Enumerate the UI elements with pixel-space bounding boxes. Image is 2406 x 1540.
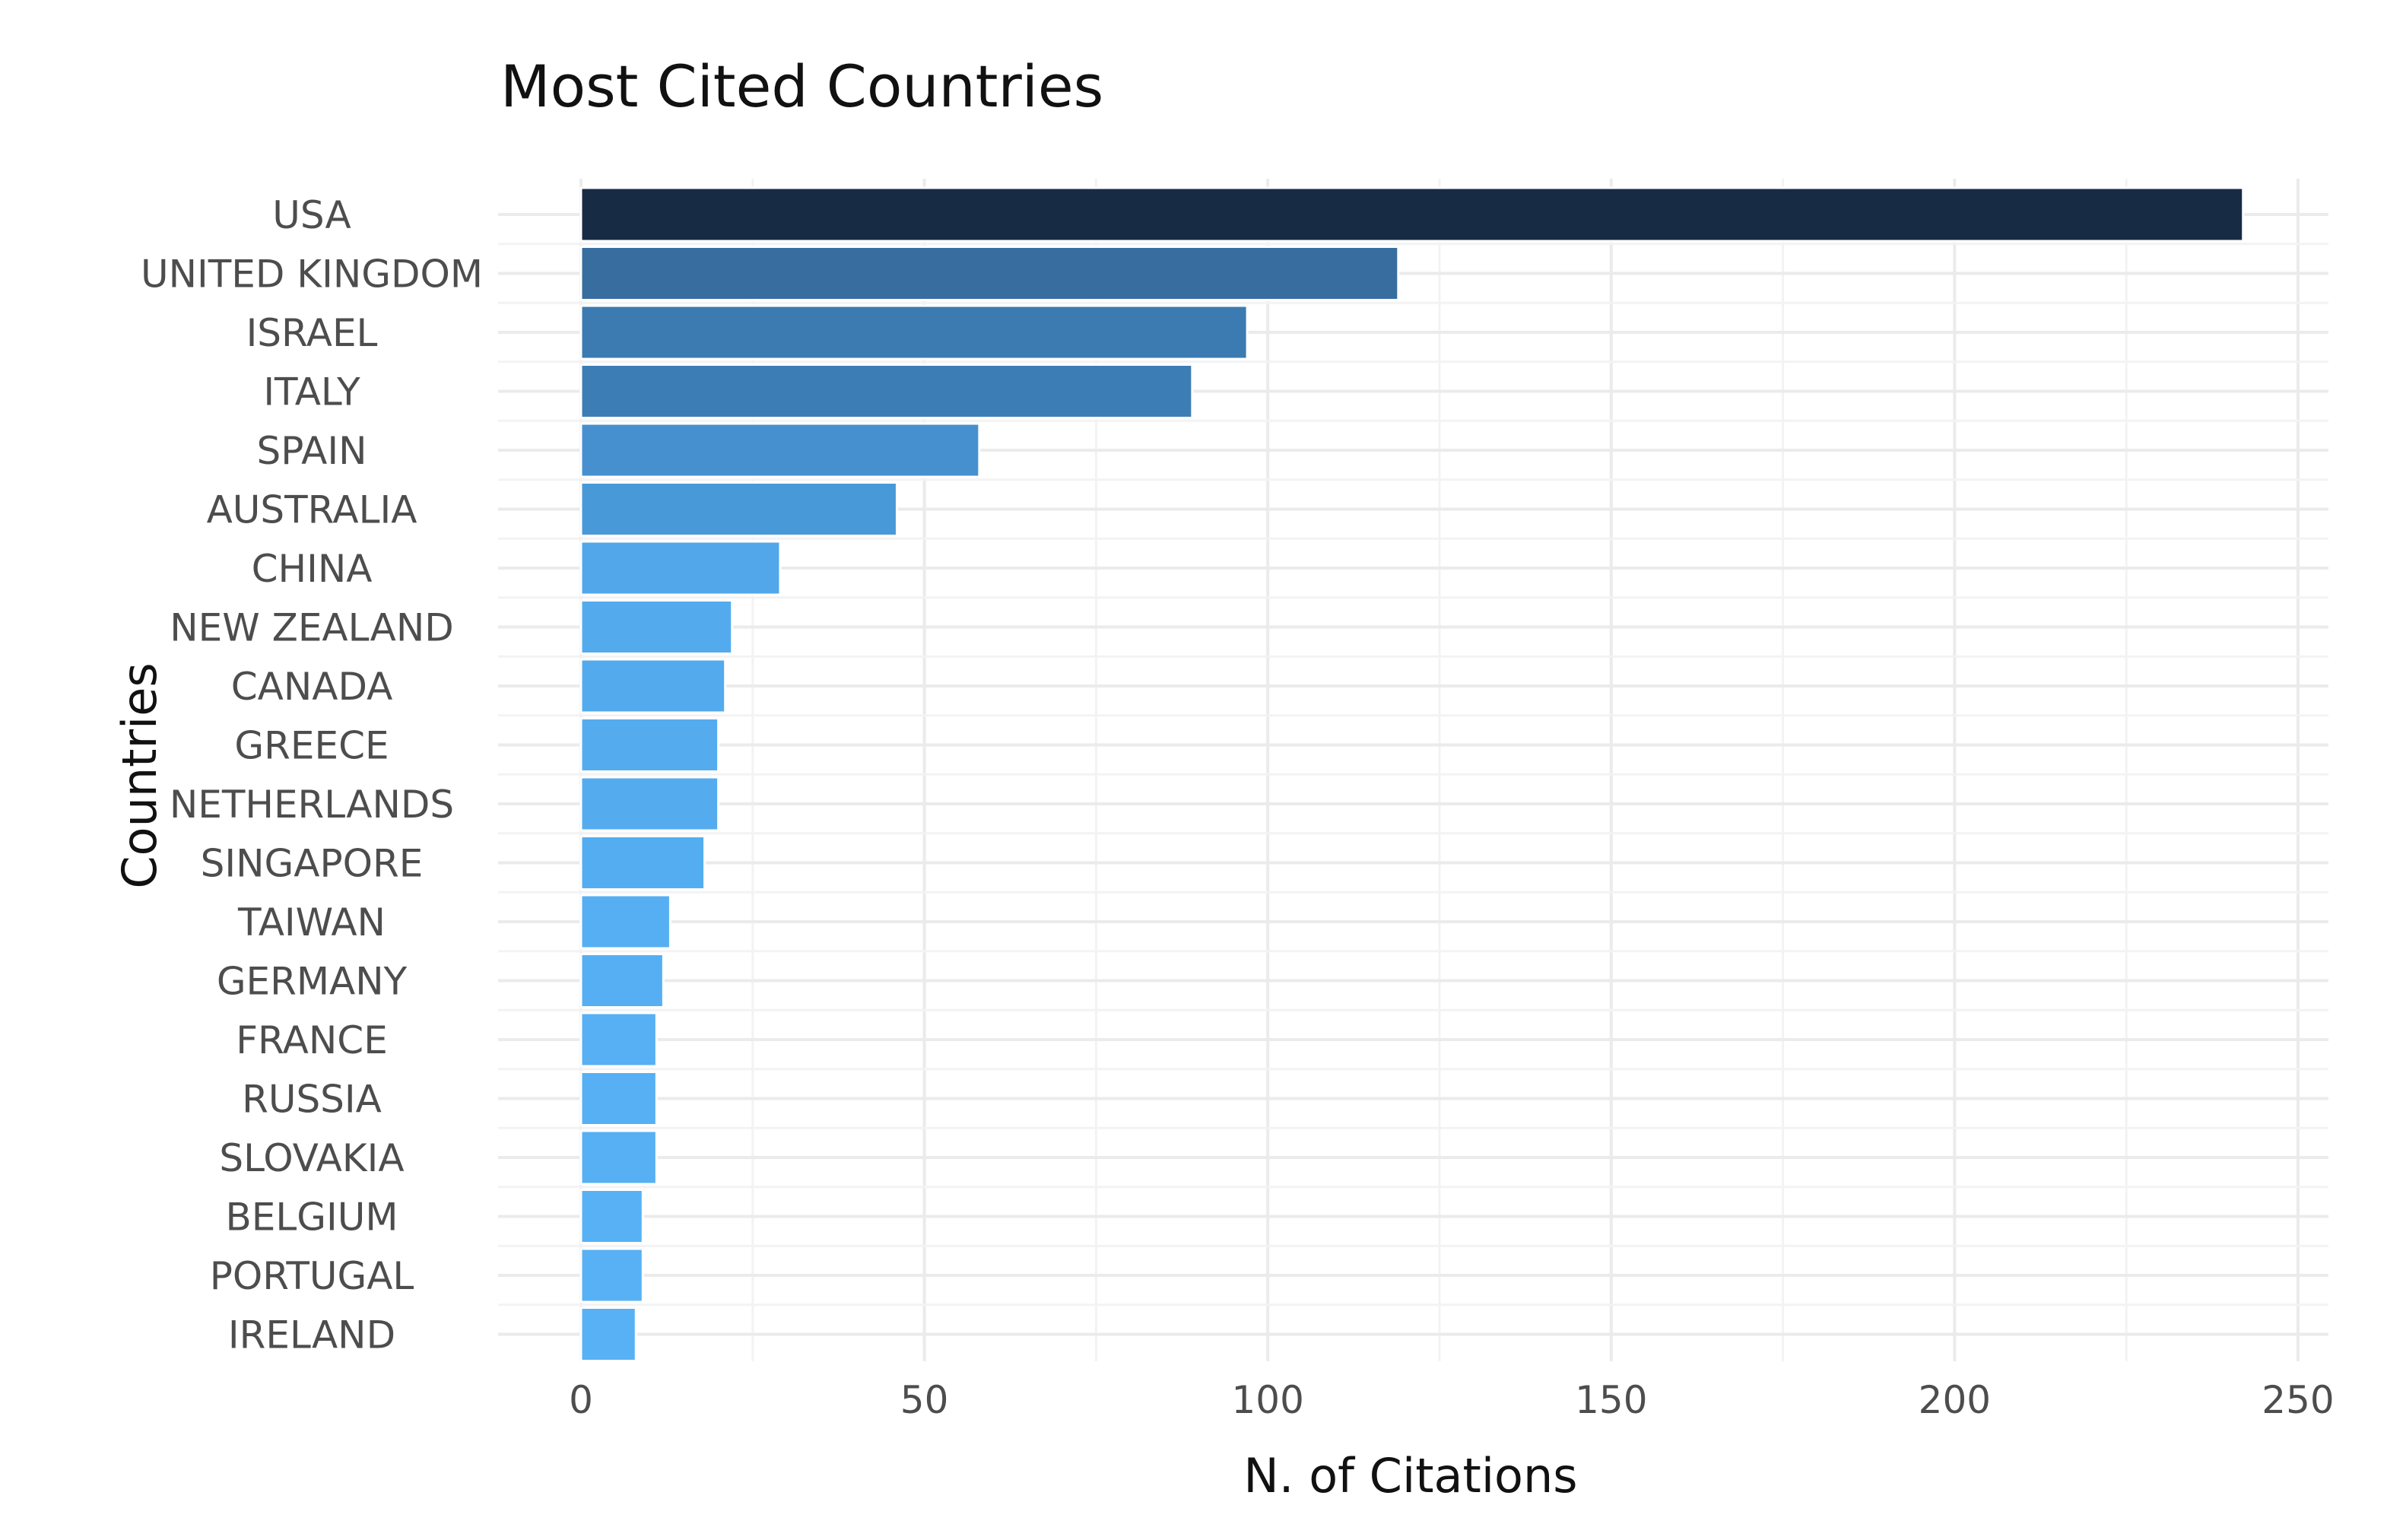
x-tick-label: 0 — [569, 1378, 593, 1422]
y-tick-labels: USA UNITED KINGDOM ISRAEL ITALY SPAIN AUSTRAL… — [141, 193, 483, 1357]
y-tick-label: BELGIUM — [226, 1195, 398, 1240]
y-tick-label: GERMANY — [217, 960, 408, 1004]
y-axis-title: Countries — [112, 662, 167, 888]
y-tick-label: CHINA — [252, 547, 373, 591]
y-tick-label: SINGAPORE — [201, 842, 424, 886]
bar-italy — [579, 364, 1194, 419]
y-tick-label: SPAIN — [256, 429, 367, 473]
bar-greece — [579, 717, 720, 773]
bar-spain — [579, 422, 981, 478]
y-tick-label: TAIWAN — [237, 900, 386, 945]
x-axis-title: N. of Citations — [1243, 1448, 1577, 1503]
y-tick-label: AUSTRALIA — [207, 488, 417, 532]
y-tick-label: UNITED KINGDOM — [141, 252, 483, 297]
bar-netherlands — [579, 776, 720, 832]
bar-china — [579, 540, 782, 596]
bar-belgium — [579, 1189, 644, 1244]
y-tick-label: USA — [272, 193, 351, 237]
x-tick-labels: 0 50 100 150 200 250 — [569, 1378, 2335, 1422]
x-tick-label: 100 — [1231, 1378, 1303, 1422]
bar-ireland — [579, 1307, 637, 1362]
bar-slovakia — [579, 1129, 658, 1186]
bar-layer — [579, 186, 2245, 1362]
bar-israel — [579, 304, 1249, 360]
y-tick-label: PORTUGAL — [210, 1254, 414, 1298]
y-tick-label: IRELAND — [228, 1313, 395, 1357]
chart-title: Most Cited Countries — [500, 52, 1103, 120]
bar-singapore — [579, 835, 706, 891]
x-tick-label: 250 — [2262, 1378, 2334, 1422]
y-tick-label: ITALY — [263, 370, 360, 414]
bar-usa — [579, 186, 2245, 243]
bar-france — [579, 1011, 658, 1068]
bar-united-kingdom — [579, 246, 1400, 301]
y-tick-label: CANADA — [231, 665, 393, 709]
y-tick-label: FRANCE — [236, 1018, 388, 1062]
bar-new-zealand — [579, 599, 734, 655]
y-tick-label: NETHERLANDS — [170, 783, 454, 827]
bar-taiwan — [579, 894, 671, 950]
bar-australia — [579, 481, 898, 537]
x-tick-label: 50 — [900, 1378, 949, 1422]
bar-canada — [579, 658, 727, 714]
y-tick-label: NEW ZEALAND — [170, 606, 454, 650]
y-tick-label: RUSSIA — [242, 1078, 382, 1122]
bar-portugal — [579, 1247, 644, 1303]
y-tick-label: GREECE — [234, 724, 389, 768]
x-tick-label: 150 — [1575, 1378, 1647, 1422]
y-tick-label: SLOVAKIA — [219, 1136, 404, 1180]
bar-germany — [579, 953, 665, 1008]
x-tick-label: 200 — [1919, 1378, 1991, 1422]
y-tick-label: ISRAEL — [246, 311, 378, 355]
bar-russia — [579, 1071, 658, 1126]
